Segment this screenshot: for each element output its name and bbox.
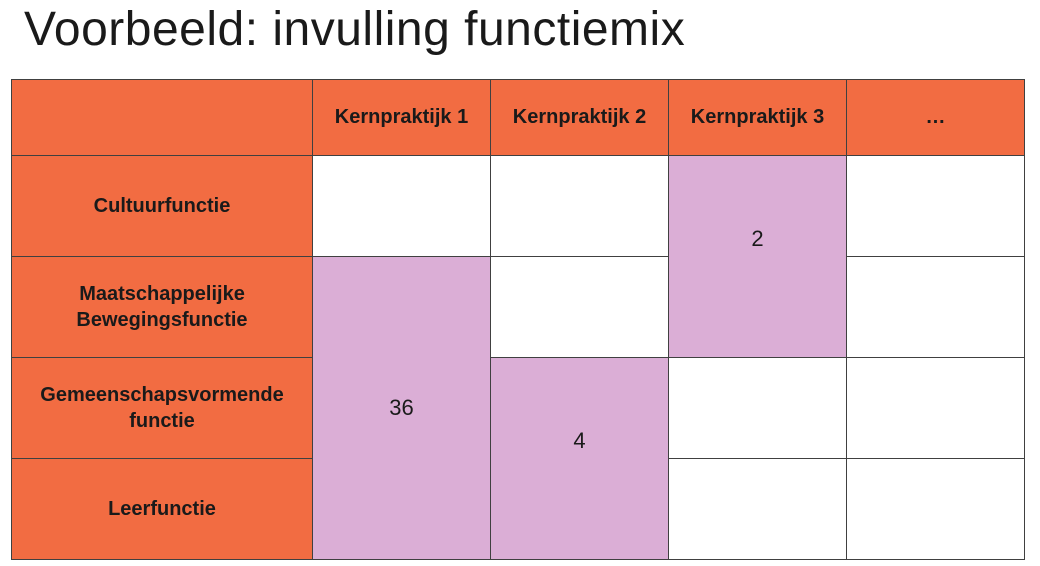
row-header-cultuurfunctie: Cultuurfunctie: [11, 155, 313, 257]
cell-value: 4: [573, 427, 586, 453]
cell-kernpraktijk2-merged-value: 4: [490, 357, 669, 560]
table-row-gemeenschapsvormende-functie: Gemeenschapsvormende functie 4: [11, 357, 1025, 560]
functiemix-table: Kernpraktijk 1 Kernpraktijk 2 Kernprakti…: [11, 79, 1025, 560]
cell-maatschappelijke-ellipsis: [846, 256, 1025, 358]
cell-gemeenschapsvormende-ellipsis: [846, 357, 1025, 459]
row-header-leerfunctie: Leerfunctie: [11, 458, 313, 560]
col-header-kernpraktijk-3: Kernpraktijk 3: [668, 79, 847, 156]
cell-kernpraktijk1-merged-value: 36: [312, 256, 491, 560]
cell-kernpraktijk3-merged-value: 2: [668, 155, 847, 358]
table-row-leerfunctie: Leerfunctie: [11, 458, 1025, 560]
table-row-cultuurfunctie: Cultuurfunctie 2: [11, 155, 1025, 358]
corner-cell: [11, 79, 313, 156]
col-header-kernpraktijk-1: Kernpraktijk 1: [312, 79, 491, 156]
cell-maatschappelijke-kernpraktijk2: [490, 256, 669, 358]
col-header-ellipsis: …: [846, 79, 1025, 156]
cell-value: 2: [751, 225, 764, 251]
table-header-row: Kernpraktijk 1 Kernpraktijk 2 Kernprakti…: [11, 79, 1025, 156]
slide-title: Voorbeeld: invulling functiemix: [24, 3, 686, 56]
cell-value: 36: [389, 395, 414, 420]
cell-gemeenschapsvormende-kernpraktijk3: [668, 357, 847, 459]
table-row-maatschappelijke-bewegingsfunctie: Maatschappelijke Bewegingsfunctie 36: [11, 256, 1025, 560]
row-header-maatschappelijke-bewegingsfunctie: Maatschappelijke Bewegingsfunctie: [11, 256, 313, 358]
cell-cultuurfunctie-ellipsis: [846, 155, 1025, 257]
cell-leerfunctie-kernpraktijk3: [668, 458, 847, 560]
row-header-gemeenschapsvormende-functie: Gemeenschapsvormende functie: [11, 357, 313, 459]
cell-leerfunctie-ellipsis: [846, 458, 1025, 560]
cell-cultuurfunctie-kernpraktijk2: [490, 155, 669, 257]
cell-cultuurfunctie-kernpraktijk1: [312, 155, 491, 257]
col-header-kernpraktijk-2: Kernpraktijk 2: [490, 79, 669, 156]
